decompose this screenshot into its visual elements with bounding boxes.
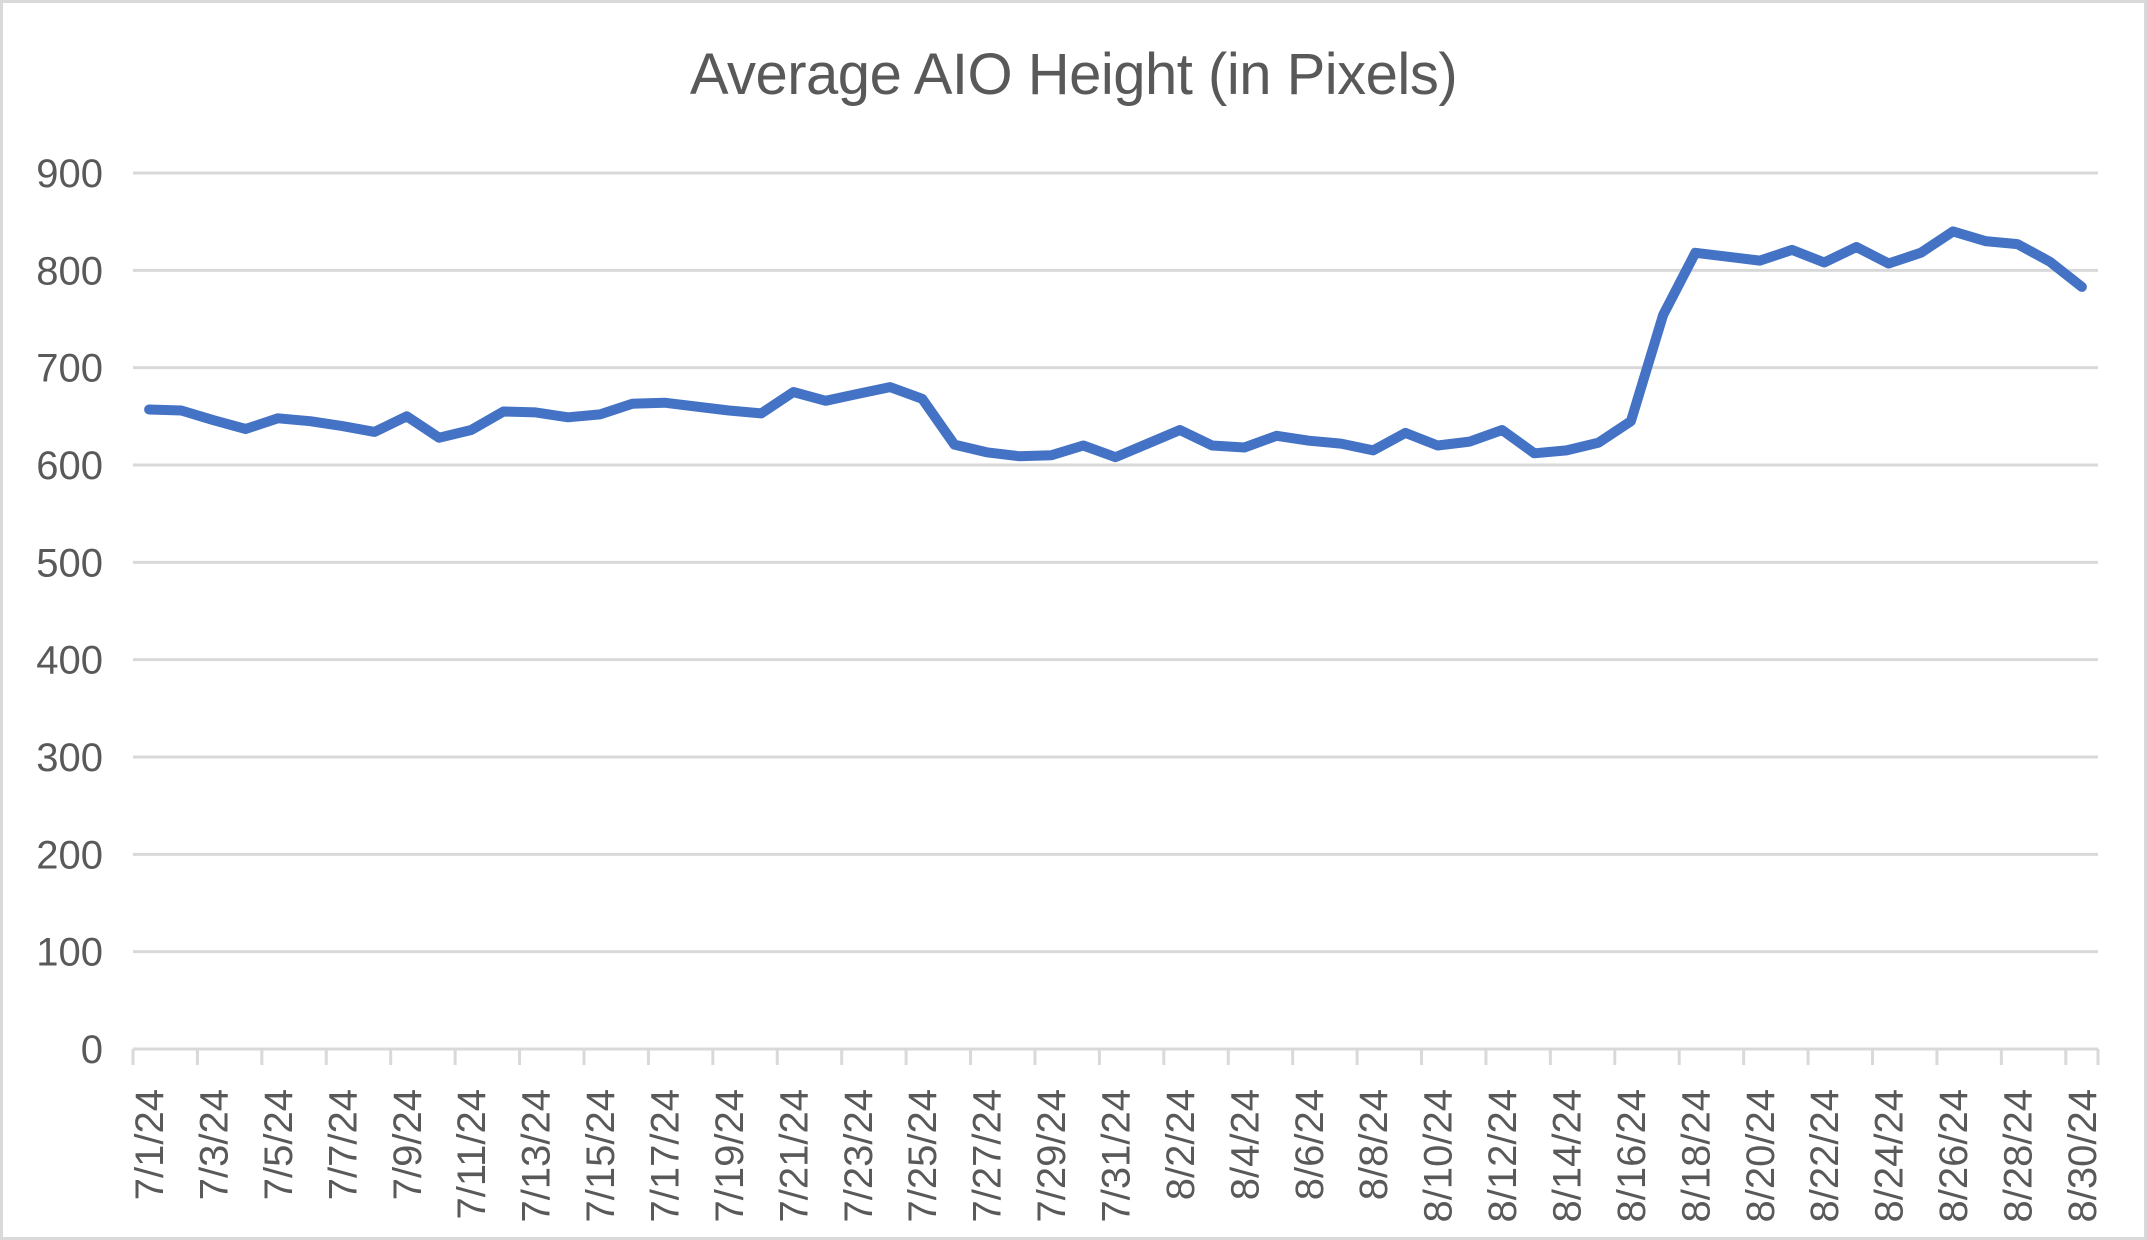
chart-canvas: 0 100 200 300 400 500 600 700 800 900 7/1/24 7/3/24…: [36, 152, 2105, 1222]
y-axis-label: 200: [36, 833, 103, 877]
x-axis-label: 8/16/24: [1610, 1089, 1654, 1222]
chart-title: Average AIO Height (in Pixels): [689, 42, 1458, 107]
x-axis-label: 8/10/24: [1417, 1089, 1461, 1222]
x-axis-label: 7/31/24: [1095, 1089, 1139, 1222]
x-axis-label: 8/4/24: [1223, 1089, 1267, 1200]
y-axis-label: 0: [81, 1028, 103, 1072]
x-axis-label: 7/3/24: [193, 1089, 237, 1200]
x-axis-label: 8/12/24: [1481, 1089, 1525, 1222]
y-axis-label: 700: [36, 347, 103, 391]
x-axis-label: 7/17/24: [644, 1089, 688, 1222]
series-line: [144, 226, 2087, 463]
x-axis-label: 7/19/24: [708, 1089, 752, 1222]
x-axis-label: 7/9/24: [386, 1089, 430, 1200]
x-axis-label: 7/23/24: [837, 1089, 881, 1222]
x-axis-label: 8/26/24: [1932, 1089, 1976, 1222]
x-axis-label: 8/2/24: [1159, 1089, 1203, 1200]
x-axis-label: 7/15/24: [579, 1089, 623, 1222]
y-axis-label: 300: [36, 736, 103, 780]
y-axis-label: 800: [36, 249, 103, 293]
y-axis-label: 100: [36, 931, 103, 975]
y-axis-label: 600: [36, 444, 103, 488]
x-axis-label: 7/5/24: [257, 1089, 301, 1200]
x-axis-label: 7/25/24: [901, 1089, 945, 1222]
x-axis-label: 8/30/24: [2061, 1089, 2105, 1222]
x-axis-label: 8/20/24: [1739, 1089, 1783, 1222]
x-axis-label: 8/18/24: [1674, 1089, 1718, 1222]
y-axis-label: 900: [36, 152, 103, 196]
y-axis-label: 500: [36, 541, 103, 585]
x-axis-label: 7/7/24: [321, 1089, 365, 1200]
x-axis-label: 8/14/24: [1545, 1089, 1589, 1222]
x-axis-label: 7/11/24: [450, 1089, 494, 1220]
x-axis-label: 8/28/24: [1996, 1089, 2040, 1222]
x-axis-label: 8/24/24: [1868, 1089, 1912, 1222]
x-axis-label: 8/8/24: [1352, 1089, 1396, 1200]
x-axis-label: 8/6/24: [1288, 1089, 1332, 1200]
x-axis-label: 7/21/24: [772, 1089, 816, 1222]
x-axis-label: 7/13/24: [515, 1089, 559, 1222]
x-axis-label: 7/29/24: [1030, 1089, 1074, 1222]
y-axis-label: 400: [36, 639, 103, 683]
x-axis-label: 7/1/24: [128, 1089, 172, 1200]
x-axis-label: 7/27/24: [966, 1089, 1010, 1222]
x-axis-label: 8/22/24: [1803, 1089, 1847, 1222]
